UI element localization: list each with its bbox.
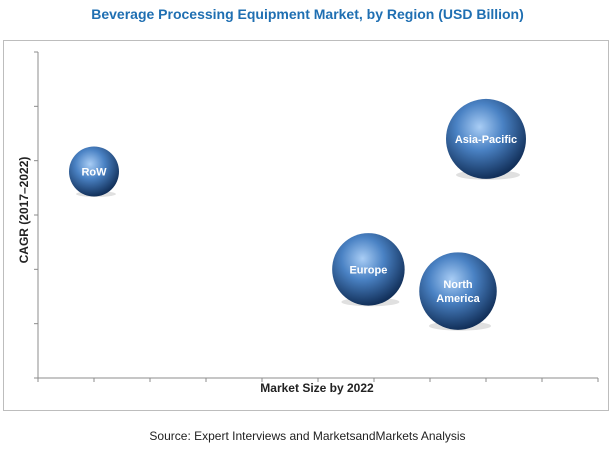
bubble-marker	[446, 98, 526, 179]
source-note: Source: Expert Interviews and Marketsand…	[149, 429, 466, 443]
bubble-europe: Europe	[332, 233, 405, 307]
bubble-label: Asia-Pacific	[455, 134, 517, 146]
x-axis-label: Market Size by 2022	[260, 381, 374, 395]
chart-title: Beverage Processing Equipment Market, by…	[91, 6, 524, 22]
plot-area-frame	[3, 40, 609, 411]
y-axis-label: CAGR (2017–2022)	[17, 157, 31, 264]
bubble-north-america: North America	[419, 252, 497, 331]
bubble-marker	[332, 233, 405, 306]
bubble-label: North	[443, 279, 473, 291]
bubble-label: RoW	[81, 167, 107, 179]
bubble-marker	[419, 252, 497, 330]
bubble-asia-pacific: Asia-Pacific	[446, 98, 526, 180]
bubble-label: America	[436, 293, 480, 305]
bubble-label: Europe	[349, 264, 387, 276]
bubble-marker	[69, 146, 119, 197]
bubble-row: RoW	[69, 146, 119, 198]
